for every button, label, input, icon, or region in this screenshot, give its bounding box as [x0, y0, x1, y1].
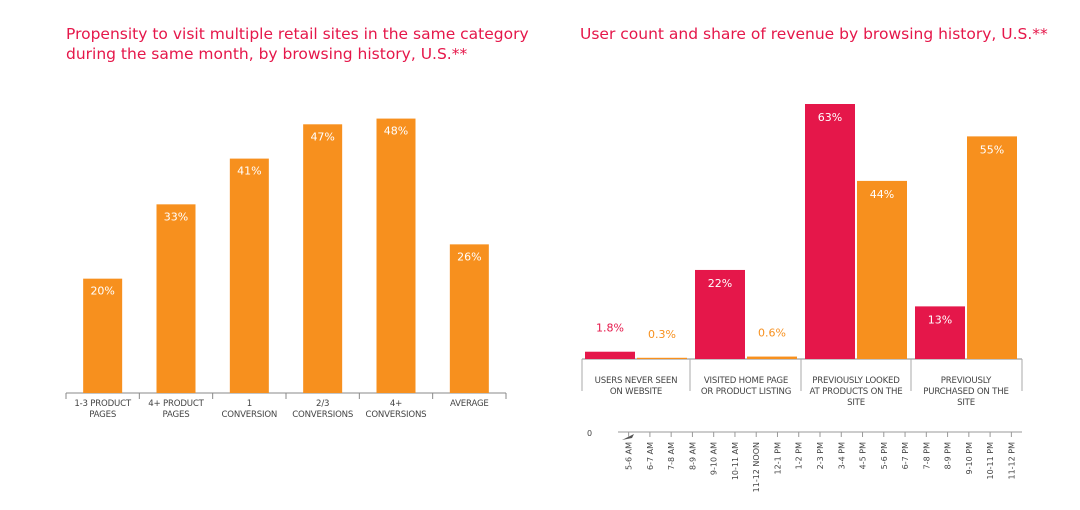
chart2-hour-line-mark — [622, 434, 634, 440]
chart1-bar — [303, 124, 343, 394]
chart2-title: User count and share of revenue by brows… — [580, 25, 1048, 43]
chart2-bar — [585, 351, 635, 359]
chart2-hour-label: 8-9 AM — [688, 442, 697, 470]
chart2-hour-label: 4-5 PM — [859, 442, 868, 469]
chart1-value-label: 26% — [457, 250, 481, 263]
chart2-hour-label: 7-8 AM — [667, 442, 676, 470]
chart1-category-label: 4+ PRODUCT PAGES — [148, 399, 204, 420]
chart1-category-label: AVERAGE — [450, 399, 489, 409]
chart1-value-label: 20% — [90, 285, 114, 298]
chart2-hour-label: 3-4 PM — [837, 442, 846, 469]
chart2-hour-label: 9-10 AM — [710, 442, 719, 475]
chart2-hour-label: 10-11 AM — [731, 442, 740, 480]
chart2-value-label: 63% — [818, 111, 842, 124]
chart2-bar — [805, 104, 855, 359]
chart1-value-label: 41% — [237, 165, 261, 178]
chart2-hour-label: 5-6 AM — [625, 442, 634, 470]
chart2-value-label: 0.6% — [758, 327, 786, 340]
chart1-value-label: 33% — [164, 210, 188, 223]
chart1-value-label: 47% — [310, 130, 334, 143]
chart1-title: Propensity to visit multiple retail site… — [66, 25, 529, 63]
chart2-bar — [857, 180, 907, 359]
chart2-category-label: PREVIOUSLY PURCHASED ON THE SITE — [923, 376, 1008, 408]
chart2-hour-label: 1-2 PM — [795, 442, 804, 469]
chart1-bar — [156, 204, 196, 393]
chart2-value-label: 55% — [980, 143, 1004, 156]
chart2-hour-label: 7-8 PM — [922, 442, 931, 469]
chart2-hour-label: 11-12 NOON — [752, 442, 761, 492]
chart2-category-label: VISITED HOME PAGE OR PRODUCT LISTING — [701, 376, 791, 397]
chart2-category-label: USERS NEVER SEEN ON WEBSITE — [595, 376, 678, 397]
chart2-hour-label: 10-11 PM — [986, 442, 995, 480]
chart1-bar — [229, 158, 269, 393]
chart2-bar — [695, 269, 745, 359]
chart2-bar — [637, 357, 687, 359]
chart2-hour-label: 9-10 PM — [965, 442, 974, 475]
chart2-zero-label: 0 — [587, 429, 592, 438]
chart2-hour-label: 11-12 PM — [1007, 442, 1016, 480]
chart2-hour-label: 5-6 PM — [880, 442, 889, 469]
chart2-hour-label: 6-7 AM — [646, 442, 655, 470]
chart1-value-label: 48% — [384, 125, 408, 138]
chart1-category-label: 4+ CONVERSIONS — [366, 399, 427, 420]
chart2-value-label: 13% — [928, 313, 952, 326]
chart1-category-label: 1-3 PRODUCT PAGES — [74, 399, 132, 420]
chart1-category-label: 2/3 CONVERSIONS — [292, 399, 353, 420]
chart2-bar — [747, 356, 797, 359]
chart2-bar — [967, 136, 1017, 359]
chart1-category-label: 1 CONVERSION — [222, 399, 278, 420]
chart2-category-label: PREVIOUSLY LOOKED AT PRODUCTS ON THE SITE — [810, 376, 903, 408]
chart2-value-label: 0.3% — [648, 328, 676, 341]
chart2-bar — [915, 306, 965, 359]
chart2-hour-label: 8-9 PM — [944, 442, 953, 469]
chart1-bar — [83, 278, 123, 393]
chart2-value-label: 22% — [708, 277, 732, 290]
chart2-hour-label: 6-7 PM — [901, 442, 910, 469]
chart2-hour-label: 12-1 PM — [773, 442, 782, 475]
chart2-value-label: 1.8% — [596, 322, 624, 335]
chart2-hour-label: 2-3 PM — [816, 442, 825, 469]
chart2-value-label: 44% — [870, 188, 894, 201]
chart1-bar — [449, 244, 489, 393]
chart1-bar — [376, 118, 416, 394]
